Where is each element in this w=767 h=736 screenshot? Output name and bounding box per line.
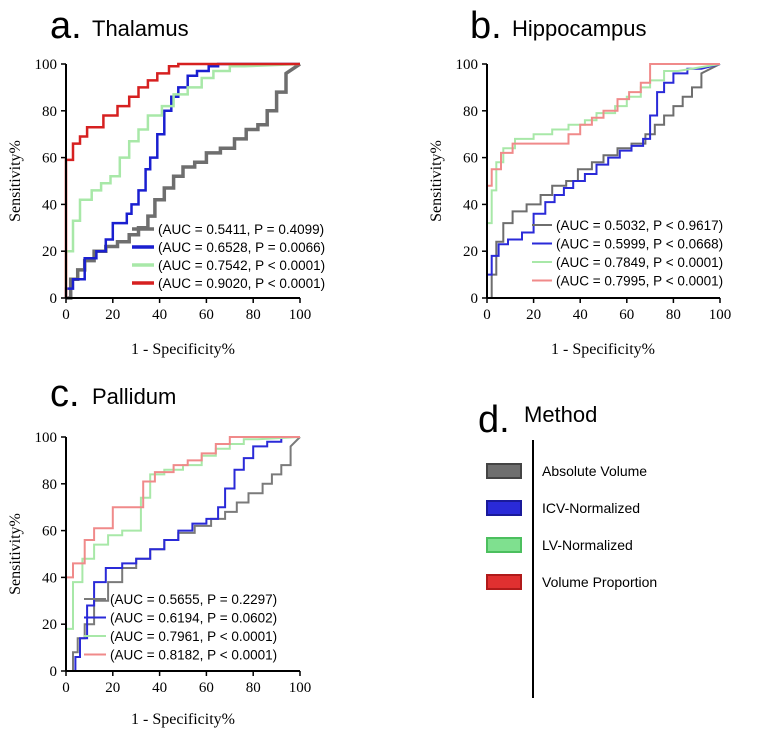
panel-title: Pallidum bbox=[92, 384, 176, 409]
y-tick-label: 80 bbox=[42, 104, 57, 120]
method-label: Absolute Volume bbox=[542, 463, 647, 479]
x-tick-label: 60 bbox=[199, 307, 214, 323]
x-axis-label: 1 - Specificity% bbox=[131, 711, 235, 728]
x-tick-label: 100 bbox=[289, 680, 312, 696]
method-swatch bbox=[486, 574, 522, 590]
series-line-volume-proportion bbox=[65, 436, 300, 671]
y-tick-label: 20 bbox=[42, 244, 57, 260]
x-axis-label: 1 - Specificity% bbox=[551, 341, 655, 358]
y-tick-label: 0 bbox=[50, 664, 58, 680]
y-tick-label: 80 bbox=[42, 477, 57, 493]
y-axis-label: Sensitivity% bbox=[7, 140, 24, 222]
x-tick-label: 0 bbox=[62, 307, 70, 323]
x-tick-label: 40 bbox=[152, 307, 167, 323]
legend-entry: (AUC = 0.7995, P < 0.0001) bbox=[556, 274, 723, 289]
series-line-icv-normalized bbox=[486, 63, 721, 298]
series-line-volume-proportion bbox=[486, 63, 720, 298]
x-tick-label: 20 bbox=[105, 307, 120, 323]
x-tick-label: 80 bbox=[666, 307, 681, 323]
x-tick-label: 0 bbox=[62, 680, 70, 696]
y-tick-label: 100 bbox=[456, 57, 479, 73]
legend-entry: (AUC = 0.5999, P < 0.0668) bbox=[556, 237, 723, 252]
panel-title: Hippocampus bbox=[512, 16, 647, 41]
method-label: Volume Proportion bbox=[542, 574, 657, 590]
panel-letter: c. bbox=[50, 373, 80, 415]
y-tick-label: 0 bbox=[50, 291, 58, 307]
method-title: Method bbox=[524, 402, 597, 427]
x-tick-label: 60 bbox=[619, 307, 634, 323]
method-legend: d. Method Absolute Volume ICV-Normalized LV-… bbox=[478, 399, 657, 698]
method-label: LV-Normalized bbox=[542, 537, 633, 553]
x-tick-label: 60 bbox=[199, 680, 214, 696]
y-axis-label: Sensitivity% bbox=[7, 513, 24, 595]
y-axis-label: Sensitivity% bbox=[428, 140, 445, 222]
panel-letter: b. bbox=[470, 5, 502, 47]
x-tick-label: 20 bbox=[105, 680, 120, 696]
y-tick-label: 0 bbox=[471, 291, 479, 307]
method-label: ICV-Normalized bbox=[542, 500, 640, 516]
y-tick-label: 100 bbox=[35, 430, 58, 446]
x-tick-label: 20 bbox=[526, 307, 541, 323]
series-line-icv-normalized bbox=[64, 62, 300, 298]
x-tick-label: 100 bbox=[289, 307, 312, 323]
legend-entry: (AUC = 0.5411, P = 0.4099) bbox=[158, 222, 324, 237]
chart-hippocampus: b. Hippocampus 0 20 40 60 80 100 0 20 40 60 80 100 1 -… bbox=[428, 5, 731, 358]
series-line-absolute-volume bbox=[487, 63, 721, 299]
method-swatch bbox=[486, 500, 522, 516]
x-axis-label: 1 - Specificity% bbox=[131, 341, 235, 358]
y-tick-label: 100 bbox=[35, 57, 58, 73]
y-tick-label: 20 bbox=[463, 244, 478, 260]
series-line-lv-normalized bbox=[486, 63, 721, 298]
x-tick-label: 80 bbox=[246, 307, 261, 323]
y-tick-label: 20 bbox=[42, 617, 57, 633]
series-line-volume-proportion bbox=[64, 62, 300, 298]
legend-entry: (AUC = 0.5655, P = 0.2297) bbox=[110, 592, 277, 607]
method-swatch bbox=[486, 537, 522, 553]
panel-letter: a. bbox=[50, 5, 82, 47]
y-tick-label: 60 bbox=[42, 151, 57, 167]
x-tick-label: 80 bbox=[246, 680, 261, 696]
legend-entry: (AUC = 0.6528, P = 0.0066) bbox=[158, 240, 325, 255]
legend-entry: (AUC = 0.8182, P < 0.0001) bbox=[110, 648, 277, 663]
legend-entry: (AUC = 0.9020, P < 0.0001) bbox=[158, 276, 325, 291]
y-tick-label: 80 bbox=[463, 104, 478, 120]
y-tick-label: 60 bbox=[463, 151, 478, 167]
y-tick-label: 40 bbox=[42, 570, 57, 586]
y-tick-label: 40 bbox=[42, 197, 57, 213]
series-line-absolute-volume bbox=[66, 62, 301, 300]
series-line-lv-normalized bbox=[64, 62, 301, 298]
legend-entry: (AUC = 0.7961, P < 0.0001) bbox=[110, 629, 277, 644]
chart-thalamus: a. Thalamus 0 20 40 60 80 100 0 20 40 60 80 100 1 - Sp… bbox=[7, 5, 325, 358]
x-tick-label: 0 bbox=[483, 307, 491, 323]
method-swatch bbox=[486, 463, 522, 479]
legend-entry: (AUC = 0.6194, P = 0.0602) bbox=[110, 611, 277, 626]
chart-pallidum: c. Pallidum 0 20 40 60 80 100 0 20 40 60 80 100 1 - Sp… bbox=[7, 373, 311, 728]
legend-entry: (AUC = 0.7849, P < 0.0001) bbox=[556, 255, 723, 270]
x-tick-label: 40 bbox=[573, 307, 588, 323]
x-tick-label: 100 bbox=[709, 307, 732, 323]
legend-entry: (AUC = 0.5032, P < 0.9617) bbox=[556, 218, 723, 233]
series-line-icv-normalized bbox=[66, 436, 300, 672]
panel-title: Thalamus bbox=[92, 16, 189, 41]
y-tick-label: 60 bbox=[42, 524, 57, 540]
x-tick-label: 40 bbox=[152, 680, 167, 696]
y-tick-label: 40 bbox=[463, 197, 478, 213]
legend-entry: (AUC = 0.7542, P < 0.0001) bbox=[158, 258, 325, 273]
panel-letter: d. bbox=[478, 399, 510, 441]
